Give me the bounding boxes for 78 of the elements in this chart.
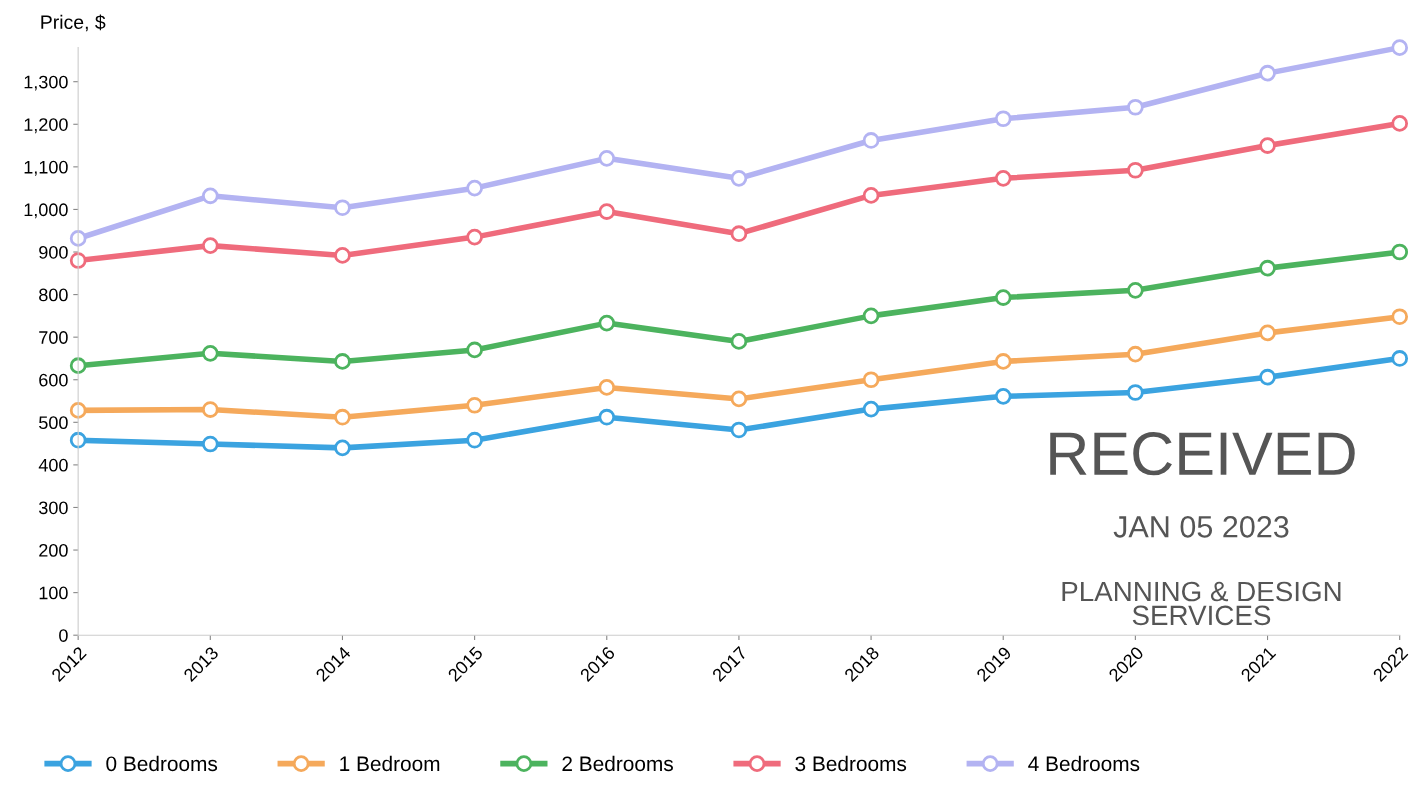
point: [466, 431, 483, 449]
y-tick-label: 1,200: [24, 118, 68, 134]
point: [862, 187, 880, 204]
annotation: RECEIVED: [1050, 432, 1355, 476]
point: [466, 179, 483, 197]
point: [1127, 384, 1144, 401]
point: [1391, 308, 1409, 326]
point: [69, 357, 87, 375]
point: [1391, 39, 1409, 56]
point: [1259, 64, 1276, 82]
y-tick-label: 1,000: [24, 203, 68, 219]
point: [994, 110, 1012, 128]
y-axis-title: Price, $: [41, 14, 106, 32]
point: [994, 170, 1012, 187]
point: [201, 435, 219, 453]
point: [201, 187, 219, 205]
y-tick-label: 600: [39, 373, 68, 387]
point: [466, 396, 483, 414]
point: [1259, 137, 1276, 154]
point: [862, 132, 880, 149]
point: [862, 371, 880, 389]
point: [1127, 281, 1144, 299]
point: [201, 345, 219, 362]
annotation: JAN 05 2023: [1113, 516, 1289, 538]
y-tick-label: 1,300: [24, 75, 68, 91]
point: [1127, 345, 1144, 363]
y-tick-label: 100: [39, 586, 68, 600]
legend-label: 1 Bedroom: [340, 755, 440, 772]
legend-label: 2 Bedrooms: [562, 755, 673, 772]
point: [1127, 161, 1144, 179]
point: [598, 379, 616, 396]
point: [1391, 115, 1409, 132]
point: [598, 203, 616, 220]
point: [730, 390, 748, 408]
point: [334, 408, 351, 426]
y-tick-label: 1,100: [24, 160, 68, 176]
annotation: PLANNING & DESIGN SERVICES: [1062, 581, 1341, 626]
y-tick-label: 500: [39, 416, 68, 430]
point: [730, 170, 748, 187]
point: [69, 431, 87, 449]
point: [201, 401, 219, 418]
point: [862, 307, 880, 325]
point: [598, 150, 616, 167]
point: [466, 341, 483, 359]
point: [1391, 350, 1409, 367]
point: [994, 289, 1012, 306]
legend-label: 3 Bedrooms: [795, 755, 907, 772]
y-tick-label: 400: [38, 458, 68, 472]
point: [69, 402, 87, 419]
y-tick-label: 900: [39, 245, 68, 259]
y-tick-label: 200: [39, 543, 68, 557]
point: [69, 230, 87, 247]
point: [994, 353, 1012, 370]
point: [1127, 98, 1144, 116]
point: [1259, 324, 1276, 342]
point: [334, 353, 351, 370]
point: [730, 225, 748, 243]
point: [1391, 243, 1409, 261]
legend-label: 0 Bedrooms: [106, 755, 218, 772]
point: [730, 333, 748, 350]
point: [334, 247, 351, 264]
point: [201, 237, 219, 254]
point: [994, 388, 1012, 405]
point: [730, 421, 748, 439]
point: [598, 408, 616, 426]
point: [466, 228, 483, 246]
point: [598, 314, 616, 332]
legend-label: 4 Bedrooms: [1028, 755, 1140, 772]
point: [1259, 368, 1276, 386]
point: [334, 199, 351, 217]
y-tick-label: 800: [39, 288, 68, 302]
point: [69, 252, 87, 269]
point: [1259, 259, 1276, 277]
y-tick-label: 700: [39, 331, 68, 344]
point: [334, 439, 351, 457]
y-tick-label: 0: [59, 629, 68, 642]
point: [862, 400, 880, 418]
y-tick-label: 300: [39, 501, 68, 515]
